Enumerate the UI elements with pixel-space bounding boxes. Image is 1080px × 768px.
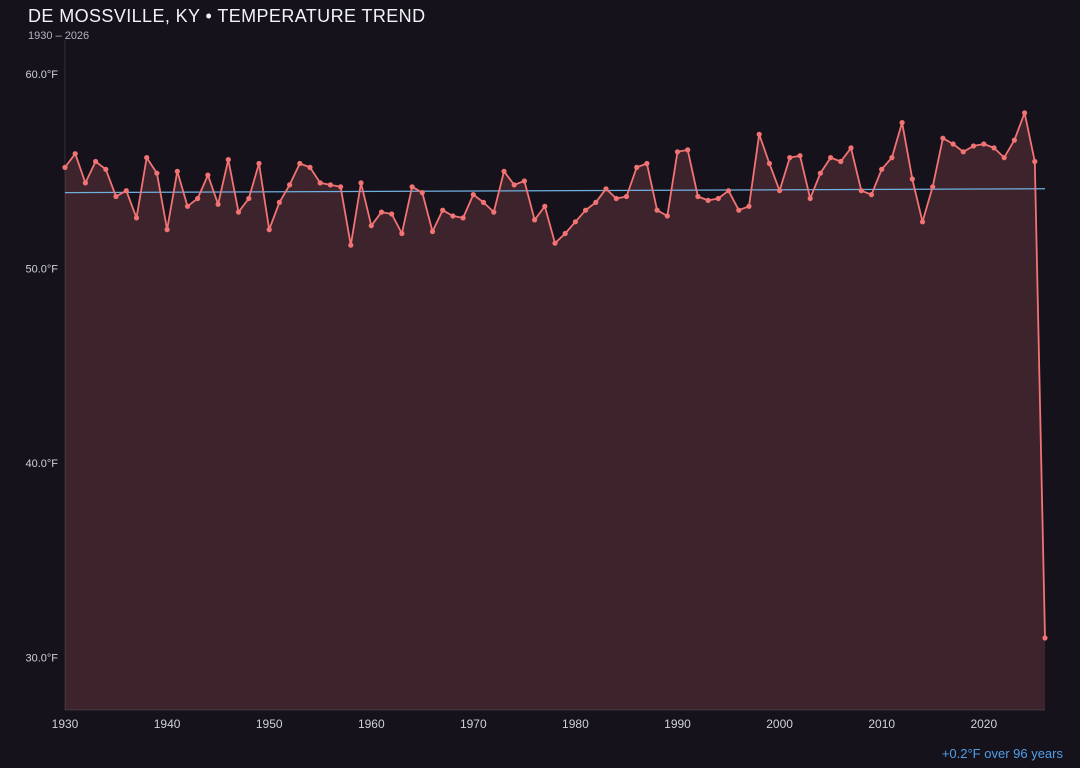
y-tick-label: 60.0°F xyxy=(25,69,58,81)
y-axis-tick-labels: 60.0°F 50.0°F 40.0°F 30.0°F xyxy=(25,69,58,665)
chart-header: DE MOSSVILLE, KY • TEMPERATURE TREND 193… xyxy=(28,6,425,42)
page-subtitle: 1930 – 2026 xyxy=(28,30,90,42)
x-axis-tick-labels: 1930 1940 1950 1960 1970 1980 1990 2000 2010 2020 xyxy=(52,717,998,731)
x-tick-label: 2010 xyxy=(868,717,895,731)
trend-line xyxy=(64,188,1046,194)
y-tick-label: 30.0°F xyxy=(25,653,58,665)
x-tick-label: 1990 xyxy=(664,717,691,731)
y-tick-label: 50.0°F xyxy=(25,264,58,276)
x-tick-label: 1980 xyxy=(562,717,589,731)
x-tick-label: 2000 xyxy=(766,717,793,731)
x-tick-label: 2020 xyxy=(970,717,997,731)
page-title: DE MOSSVILLE, KY • TEMPERATURE TREND xyxy=(28,6,426,26)
y-tick-label: 40.0°F xyxy=(25,458,58,470)
x-tick-label: 1930 xyxy=(52,717,79,731)
temperature-area-fill xyxy=(65,112,1045,710)
axes xyxy=(64,40,1045,711)
x-tick-label: 1960 xyxy=(358,717,385,731)
x-tick-label: 1940 xyxy=(154,717,181,731)
trend-annotation: +0.2°F over 96 years xyxy=(941,746,1063,761)
x-tick-label: 1950 xyxy=(256,717,283,731)
data-points xyxy=(62,110,1048,641)
x-tick-label: 1970 xyxy=(460,717,487,731)
